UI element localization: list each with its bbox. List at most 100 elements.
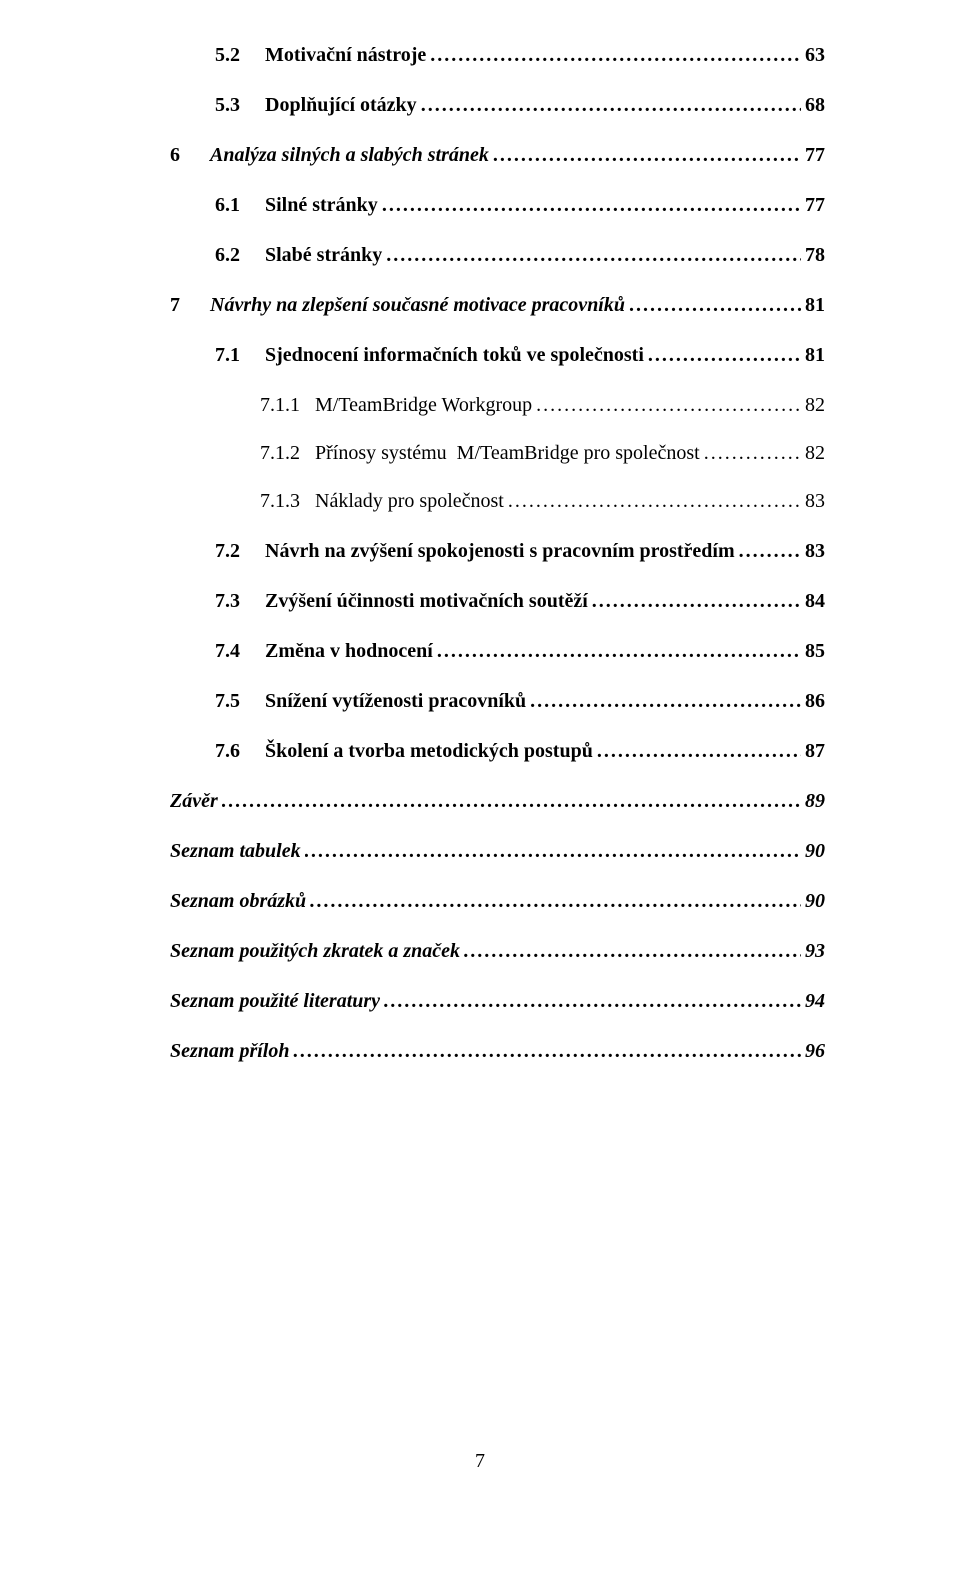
toc-entry-number: 6 [170,140,210,170]
toc-leader: ........................................… [464,936,801,966]
toc-leader: ........................................… [508,486,801,516]
toc-entry-number: 7.1.3 [260,486,315,516]
toc-entry-number: 7.1.2 [260,438,315,468]
toc-entry-title: Seznam obrázků [170,886,306,916]
toc-entry-title: Seznam příloh [170,1036,289,1066]
toc-entry-title: Přínosy systému M/TeamBridge pro společn… [315,438,700,468]
toc-entry-number: 5.3 [215,90,265,120]
toc-entry: 7.6 Školení a tvorba metodických postupů… [170,736,825,766]
toc-entry-title: Návrhy na zlepšení současné motivace pra… [210,290,625,320]
toc-entry: Seznam použitých zkratek a značek ......… [170,936,825,966]
toc-entry: 7.1.3 Náklady pro společnost ...........… [170,486,825,516]
toc-entry-title: Změna v hodnocení [265,636,433,666]
toc-leader: ........................................… [293,1036,801,1066]
toc-entry: 6.1 Silné stránky ......................… [170,190,825,220]
toc-entry-page: 93 [805,936,825,966]
toc-entry: 6.2 Slabé stránky ......................… [170,240,825,270]
toc-entry-number: 7.3 [215,586,265,616]
toc-entry-page: 90 [805,886,825,916]
toc-leader: ........................................… [310,886,801,916]
toc-entry-number: 7.1 [215,340,265,370]
toc-entry-number: 6.1 [215,190,265,220]
toc-entry-title: Slabé stránky [265,240,382,270]
toc-entry-page: 90 [805,836,825,866]
toc-entry-number: 6.2 [215,240,265,270]
toc-entry: Seznam obrázků .........................… [170,886,825,916]
toc-entry-page: 86 [805,686,825,716]
toc-leader: ........................................… [386,240,801,270]
toc-leader: ........................................… [222,786,801,816]
toc-leader: ........................................… [739,536,801,566]
toc-leader: ........................................… [704,438,801,468]
toc-entry-page: 78 [805,240,825,270]
toc-entry-title: Analýza silných a slabých stránek [210,140,489,170]
toc-leader: ........................................… [437,636,801,666]
toc-entry-page: 68 [805,90,825,120]
toc-entry: 7.1.2 Přínosy systému M/TeamBridge pro s… [170,438,825,468]
toc-entry: 7 Návrhy na zlepšení současné motivace p… [170,290,825,320]
toc-entry-title: Silné stránky [265,190,378,220]
toc-entry-number: 7.1.1 [260,390,315,420]
toc-entry-title: Školení a tvorba metodických postupů [265,736,593,766]
toc-entry-title: Seznam tabulek [170,836,301,866]
toc-entry: 7.2 Návrh na zvýšení spokojenosti s prac… [170,536,825,566]
toc-leader: ........................................… [421,90,801,120]
toc-entry-title: Sjednocení informačních toků ve společno… [265,340,644,370]
toc-leader: ........................................… [592,586,801,616]
toc-entry-title: Doplňující otázky [265,90,417,120]
toc-entry-title: Náklady pro společnost [315,486,504,516]
toc-entry-page: 82 [805,390,825,420]
toc-entry-page: 96 [805,1036,825,1066]
toc-entry-title: Návrh na zvýšení spokojenosti s pracovní… [265,536,735,566]
page-number: 7 [475,1450,485,1473]
toc-entry-page: 83 [805,486,825,516]
toc-entry-number: 7.2 [215,536,265,566]
toc-leader: ........................................… [597,736,801,766]
toc-entry-title: Seznam použité literatury [170,986,380,1016]
toc-leader: ........................................… [430,40,801,70]
toc-leader: ........................................… [536,390,801,420]
toc-entry-title: Závěr [170,786,218,816]
toc-entry: Seznam příloh ..........................… [170,1036,825,1066]
toc-leader: ........................................… [648,340,801,370]
toc-entry-number: 7.5 [215,686,265,716]
toc-entry-title: M/TeamBridge Workgroup [315,390,532,420]
toc-entry: 7.1.1 M/TeamBridge Workgroup ...........… [170,390,825,420]
toc-leader: ........................................… [382,190,801,220]
toc-entry: Seznam použité literatury ..............… [170,986,825,1016]
toc-entry-page: 87 [805,736,825,766]
toc-entry-page: 89 [805,786,825,816]
toc-entry-page: 85 [805,636,825,666]
toc-entry: 7.3 Zvýšení účinnosti motivačních soutěž… [170,586,825,616]
toc-entry-number: 5.2 [215,40,265,70]
toc-entry-title: Zvýšení účinnosti motivačních soutěží [265,586,588,616]
toc-entry-number: 7.4 [215,636,265,666]
toc-entry: 5.2 Motivační nástroje .................… [170,40,825,70]
toc-entry: 5.3 Doplňující otázky ..................… [170,90,825,120]
toc-entry: Seznam tabulek .........................… [170,836,825,866]
toc-entry-page: 94 [805,986,825,1016]
toc-entry-title: Snížení vytíženosti pracovníků [265,686,526,716]
toc-entry: 6 Analýza silných a slabých stránek ....… [170,140,825,170]
toc-entry-page: 82 [805,438,825,468]
toc-entry-number: 7 [170,290,210,320]
toc-entry: 7.4 Změna v hodnocení ..................… [170,636,825,666]
toc-leader: ........................................… [493,140,801,170]
table-of-contents: 5.2 Motivační nástroje .................… [170,40,825,1066]
toc-entry-page: 84 [805,586,825,616]
toc-entry-page: 81 [805,340,825,370]
toc-entry-title: Seznam použitých zkratek a značek [170,936,460,966]
toc-leader: ........................................… [305,836,801,866]
toc-leader: ........................................… [629,290,801,320]
toc-entry-title: Motivační nástroje [265,40,426,70]
toc-leader: ........................................… [530,686,801,716]
toc-entry-page: 83 [805,536,825,566]
toc-entry-number: 7.6 [215,736,265,766]
toc-leader: ........................................… [384,986,801,1016]
toc-entry-page: 77 [805,190,825,220]
toc-entry: 7.5 Snížení vytíženosti pracovníků .....… [170,686,825,716]
toc-entry: 7.1 Sjednocení informačních toků ve spol… [170,340,825,370]
toc-entry-page: 81 [805,290,825,320]
toc-entry-page: 63 [805,40,825,70]
toc-entry-page: 77 [805,140,825,170]
